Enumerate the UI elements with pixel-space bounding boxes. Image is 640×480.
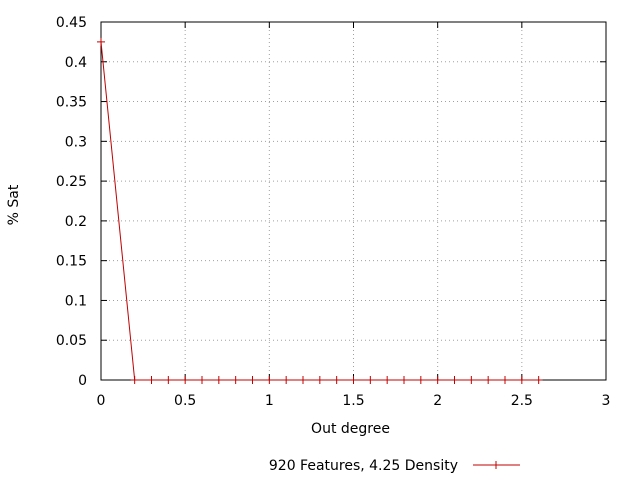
data-point (433, 376, 442, 384)
y-tick-label: 0.35 (56, 95, 87, 111)
y-tick-labels: 0 0.05 0.1 0.15 0.2 0.25 0.3 0.35 0.4 0.45 (56, 15, 87, 389)
y-tick-label: 0.25 (56, 174, 87, 190)
data-point (147, 376, 156, 384)
y-tick-label: 0 (78, 373, 87, 389)
data-point (198, 376, 206, 384)
data-point (315, 376, 324, 384)
x-tick-label: 1.5 (342, 393, 364, 409)
data-point (450, 376, 459, 384)
grid-lines (101, 22, 606, 380)
x-tick-labels: 0 0.5 1 1.5 2 2.5 3 (97, 393, 611, 409)
y-tick-label: 0.2 (65, 214, 87, 230)
x-tick-label: 2.5 (511, 393, 533, 409)
y-tick-label: 0.45 (56, 15, 87, 31)
y-tick-label: 0.15 (56, 254, 87, 270)
legend: 920 Features, 4.25 Density (269, 458, 520, 474)
data-point (248, 376, 257, 384)
x-tick-label: 1 (265, 393, 274, 409)
data-point (214, 376, 223, 384)
data-point (332, 376, 341, 384)
data-point (400, 376, 408, 384)
data-point (467, 376, 476, 384)
x-axis-label: Out degree (311, 421, 390, 437)
data-point (534, 376, 543, 384)
data-point (231, 376, 240, 384)
data-point (97, 37, 105, 46)
data-point (282, 376, 291, 384)
data-point (299, 376, 307, 384)
data-point (366, 376, 375, 384)
series-group (97, 37, 543, 384)
data-point (164, 376, 173, 384)
data-point (265, 376, 274, 384)
y-tick-label: 0.1 (65, 293, 87, 309)
data-point (484, 376, 493, 384)
x-tick-label: 0 (97, 393, 106, 409)
data-point (130, 376, 139, 384)
data-point (181, 376, 190, 384)
series-line (100, 41, 539, 381)
y-axis-label: % Sat (6, 184, 22, 225)
x-tick-label: 3 (602, 393, 611, 409)
data-point (517, 376, 526, 384)
y-tick-label: 0.05 (56, 333, 87, 349)
y-tick-label: 0.4 (65, 55, 87, 71)
data-point (416, 376, 425, 384)
legend-label: 920 Features, 4.25 Density (269, 458, 458, 474)
x-tick-label: 2 (433, 393, 442, 409)
data-point (501, 376, 509, 384)
x-tick-label: 0.5 (174, 393, 196, 409)
data-point (349, 376, 358, 384)
y-tick-label: 0.3 (65, 134, 87, 150)
data-point (383, 376, 392, 384)
